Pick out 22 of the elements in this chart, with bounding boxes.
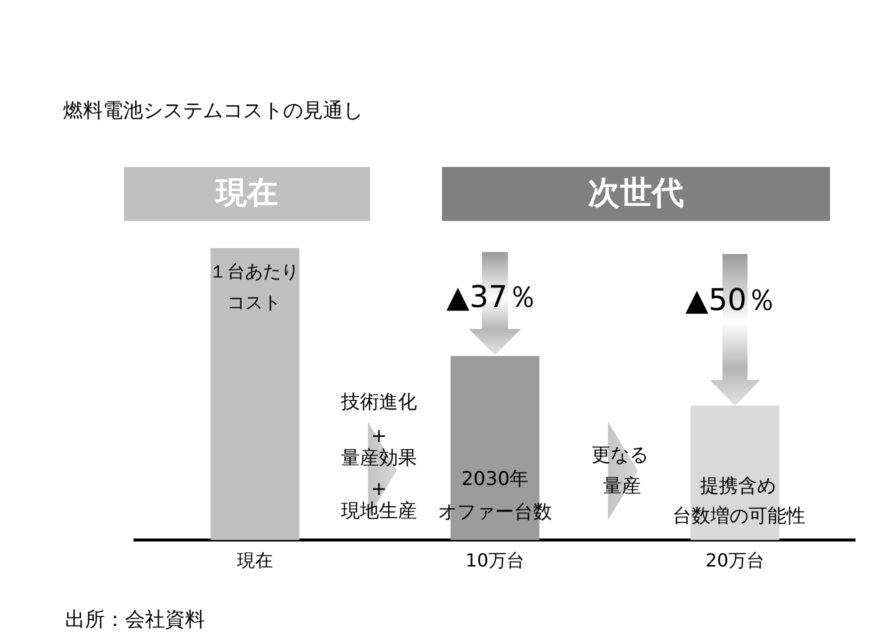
text: 出所：会社資料 (65, 607, 205, 632)
text: 現在 (215, 175, 278, 212)
annotation: + (371, 478, 387, 500)
x-tick-label: 10万台 (466, 550, 524, 572)
annotation: オファー台数 (438, 500, 552, 523)
annotation: + (371, 424, 387, 447)
annotation: 提携含め (700, 474, 776, 497)
annotation: ▲37％ (446, 280, 538, 315)
text: 次世代 (588, 173, 684, 212)
annotation: 2030年 (461, 468, 529, 490)
annotation: 現地生産 (341, 500, 417, 522)
chart-title: 燃料電池システムコストの見通し (63, 98, 363, 122)
annotation: 技術進化 (340, 390, 417, 413)
annotation: ▲50％ (685, 282, 777, 318)
x-tick-label: 現在 (237, 550, 273, 572)
annotation: コスト (227, 292, 281, 314)
annotation: 更なる (592, 444, 648, 466)
annotation: 量産効果 (341, 446, 417, 469)
annotation: １台あたり (209, 262, 299, 283)
annotation: 量産 (603, 474, 641, 497)
annotation: 台数増の可能性 (672, 504, 806, 527)
x-tick-label: 20万台 (706, 550, 764, 572)
